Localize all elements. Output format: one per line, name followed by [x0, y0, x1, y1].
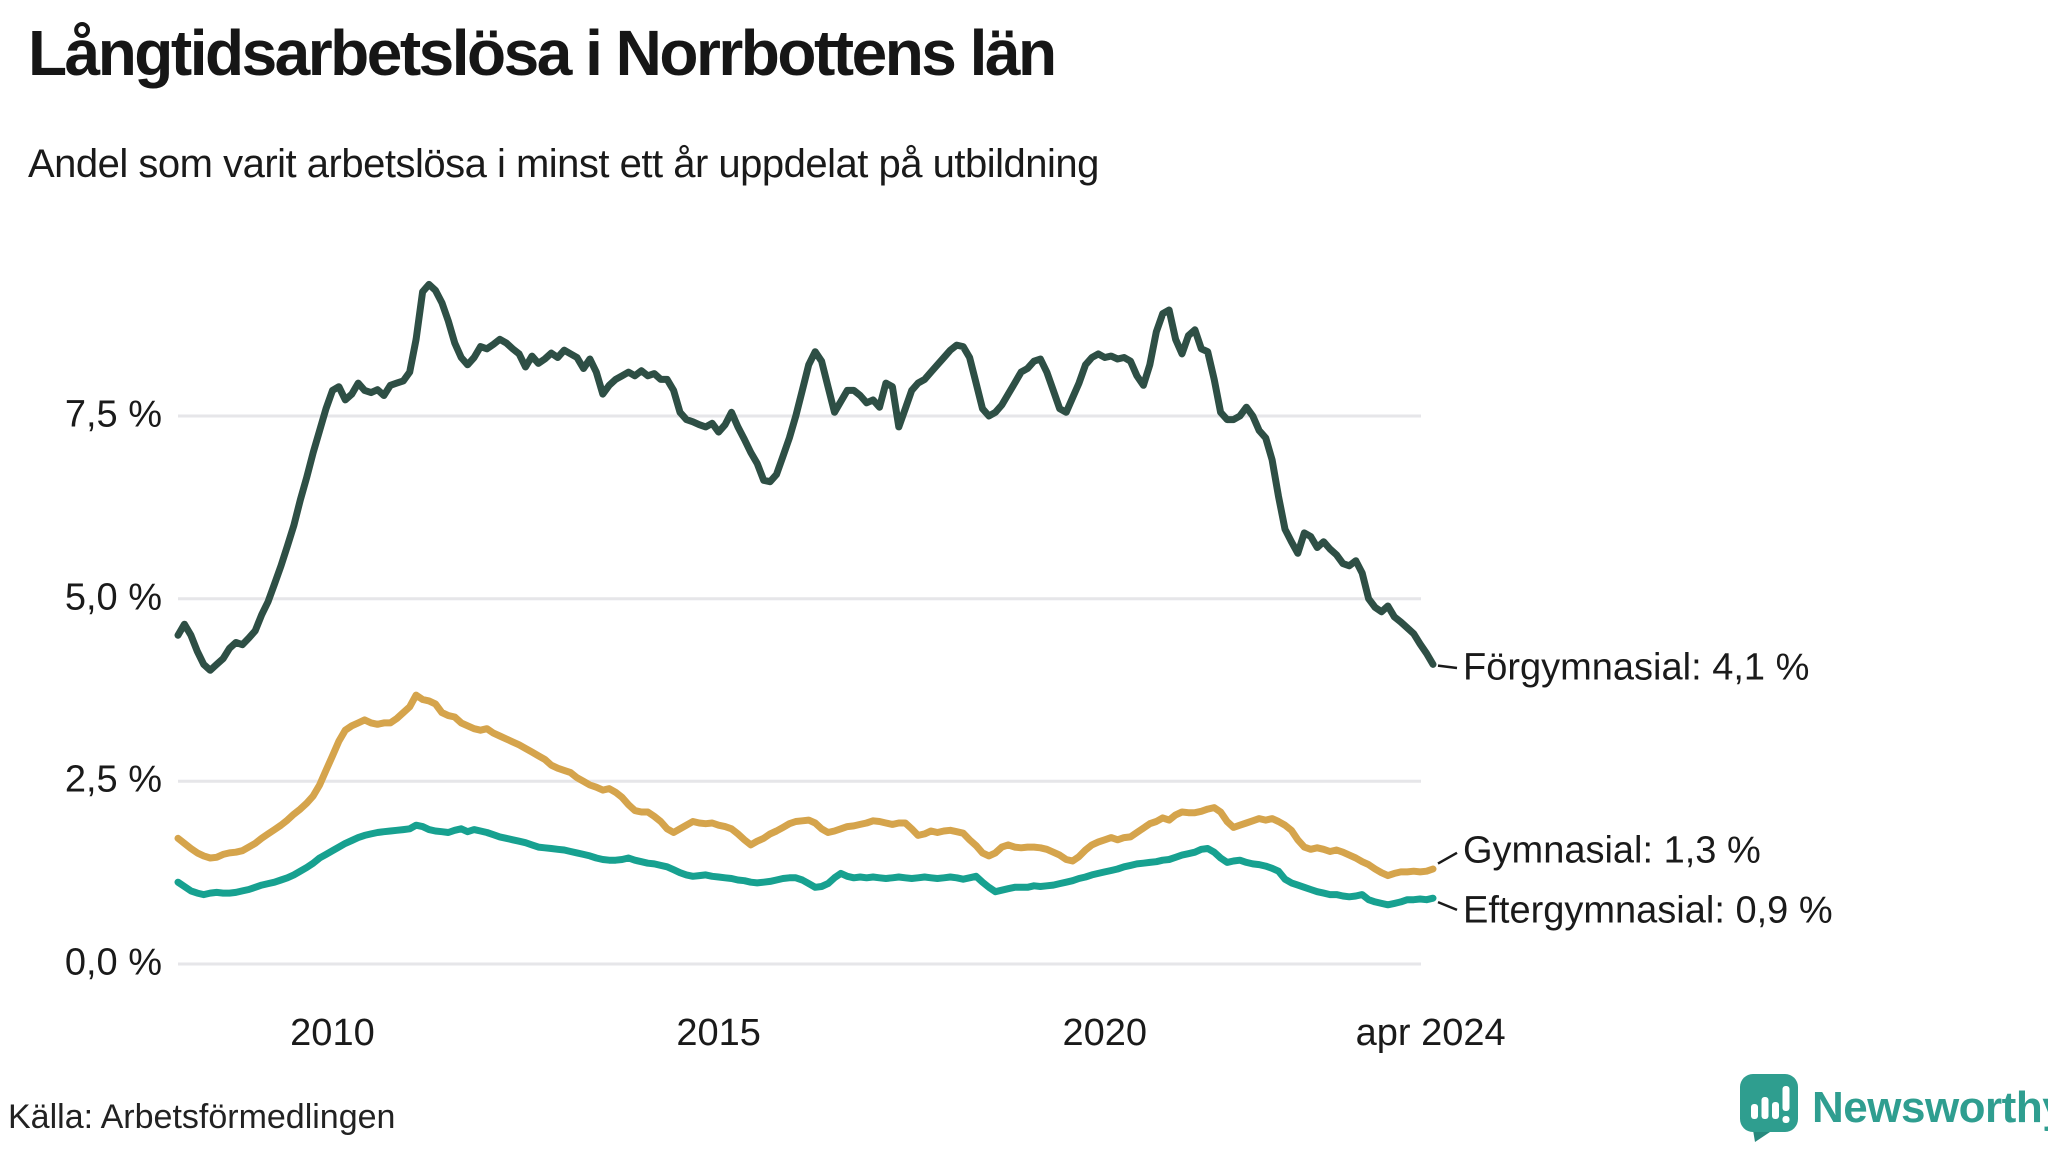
source-note: Källa: Arbetsförmedlingen [8, 1098, 396, 1136]
label-connector-gymnasial [1437, 851, 1458, 865]
series-line-gymnasial [174, 691, 1437, 880]
page-title: Långtidsarbetslösa i Norrbottens län [28, 17, 1057, 89]
end-label-eftergymnasial: Eftergymnasial: 0,9 % [1463, 889, 1833, 932]
x-tick-label: 2020 [1062, 1012, 1148, 1054]
newsworthy-speech-bubble-icon [1740, 1074, 1798, 1142]
x-tick-label: apr 2024 [1355, 1012, 1506, 1054]
y-tick-label: 5,0 % [64, 576, 162, 619]
x-tick-label: 2010 [290, 1012, 375, 1054]
y-tick-label: 7,5 % [64, 393, 162, 436]
label-connector-forgymnasial [1437, 664, 1458, 670]
y-tick-label: 2,5 % [64, 758, 162, 801]
x-tick-label: 2015 [676, 1012, 761, 1054]
newsworthy-logo[interactable]: Newsworthy [1740, 1074, 2048, 1142]
newsworthy-wordmark: Newsworthy [1812, 1083, 2048, 1132]
page-subtitle: Andel som varit arbetslösa i minst ett å… [28, 142, 1099, 186]
end-label-forgymnasial: Förgymnasial: 4,1 % [1463, 646, 1810, 689]
end-label-gymnasial: Gymnasial: 1,3 % [1463, 829, 1761, 872]
series-line-forgymnasial [174, 280, 1437, 674]
series-line-eftergymnasial [174, 821, 1437, 909]
y-tick-label: 0,0 % [64, 941, 162, 984]
label-connector-eftergymnasial [1437, 900, 1458, 912]
